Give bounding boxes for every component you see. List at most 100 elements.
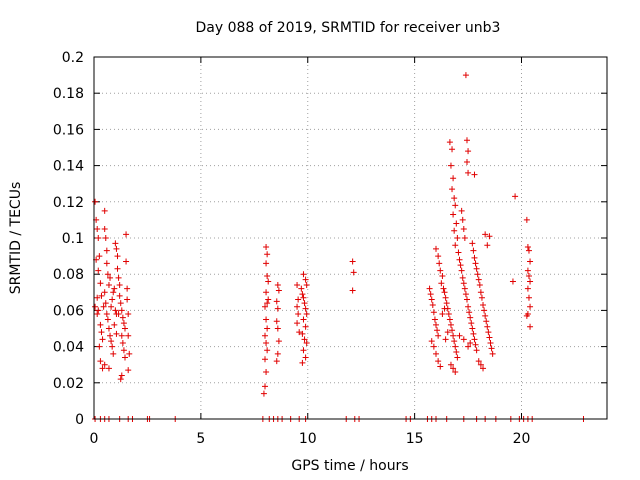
axis-ticks: 0 5 10 15 20 0 0.02 0.04 0.06 0.08 0.1 0.12 0.14 0.16… — [53, 50, 607, 447]
data-point — [102, 235, 109, 241]
data-point — [294, 320, 301, 327]
data-point — [118, 372, 125, 379]
data-point — [98, 329, 105, 336]
data-point — [119, 339, 126, 346]
data-point — [439, 311, 446, 318]
data-point — [462, 72, 469, 79]
data-point — [299, 359, 306, 366]
data-point — [524, 267, 531, 274]
data-point — [274, 282, 281, 289]
data-point — [104, 271, 111, 278]
data-point — [433, 321, 439, 328]
y-tick-label: 0.16 — [53, 122, 84, 138]
data-points — [92, 72, 587, 422]
data-point — [467, 339, 474, 346]
data-point — [301, 336, 308, 343]
data-point — [489, 350, 496, 357]
data-point — [92, 303, 99, 310]
data-point — [110, 350, 117, 357]
data-point — [109, 343, 116, 350]
data-point — [463, 158, 470, 165]
data-point — [486, 334, 493, 341]
grid — [94, 57, 607, 419]
data-point — [483, 318, 490, 325]
data-point — [109, 296, 116, 303]
data-point — [265, 296, 272, 303]
data-point — [471, 336, 478, 343]
data-point — [299, 291, 306, 298]
data-point — [436, 260, 443, 267]
data-point — [452, 343, 459, 350]
data-point — [303, 311, 310, 318]
data-point — [92, 198, 99, 205]
data-point — [273, 318, 280, 325]
y-tick-label: 0 — [75, 412, 84, 428]
data-point — [263, 339, 270, 346]
data-point — [103, 247, 110, 254]
data-point — [300, 294, 307, 301]
data-point — [434, 327, 441, 334]
data-point — [472, 260, 479, 267]
data-point — [113, 245, 120, 252]
data-point — [94, 294, 101, 301]
data-point — [525, 273, 532, 280]
data-point — [263, 368, 270, 375]
data-point — [484, 323, 491, 330]
data-point — [120, 347, 127, 354]
data-point — [264, 251, 271, 258]
data-point — [101, 361, 108, 368]
y-tick-label: 0.14 — [53, 159, 84, 175]
data-point — [509, 278, 516, 285]
y-tick-label: 0.12 — [53, 195, 84, 211]
data-point — [113, 330, 120, 337]
data-point — [435, 332, 442, 339]
data-point — [120, 320, 127, 327]
data-point — [301, 300, 308, 307]
data-point — [262, 332, 268, 339]
data-point — [95, 235, 102, 241]
data-point — [470, 330, 477, 337]
data-point — [94, 225, 101, 232]
data-point — [523, 216, 530, 223]
data-point — [118, 307, 125, 314]
data-point — [525, 294, 532, 301]
data-point — [263, 244, 270, 251]
data-point — [456, 256, 463, 263]
data-point — [451, 338, 458, 345]
data-point — [296, 329, 303, 336]
data-point — [485, 329, 492, 336]
plot-frame — [93, 56, 608, 420]
data-point — [123, 231, 130, 238]
data-point — [97, 280, 104, 287]
data-point — [103, 260, 110, 267]
data-point — [439, 273, 446, 280]
y-tick-label: 0.1 — [62, 231, 84, 247]
data-point — [121, 325, 128, 332]
data-point — [433, 245, 439, 252]
data-point — [446, 139, 453, 146]
data-point — [460, 336, 467, 343]
data-point — [459, 274, 466, 281]
data-point — [482, 231, 489, 238]
data-point — [125, 332, 132, 339]
data-point — [115, 274, 122, 281]
data-point — [471, 254, 478, 261]
data-point — [102, 300, 109, 307]
data-point — [437, 363, 444, 370]
data-point — [119, 314, 126, 321]
data-point — [98, 292, 105, 299]
data-point — [524, 244, 531, 251]
data-point — [460, 280, 467, 287]
data-point — [435, 253, 442, 260]
data-point — [275, 338, 282, 345]
data-point — [465, 148, 472, 155]
x-tick-label: 10 — [299, 431, 317, 447]
data-point — [433, 350, 439, 357]
data-point — [487, 339, 494, 346]
data-point — [450, 175, 457, 182]
data-point — [527, 278, 534, 285]
data-point — [430, 343, 437, 350]
data-point — [103, 311, 110, 318]
data-point — [475, 358, 482, 365]
data-point — [104, 316, 111, 323]
